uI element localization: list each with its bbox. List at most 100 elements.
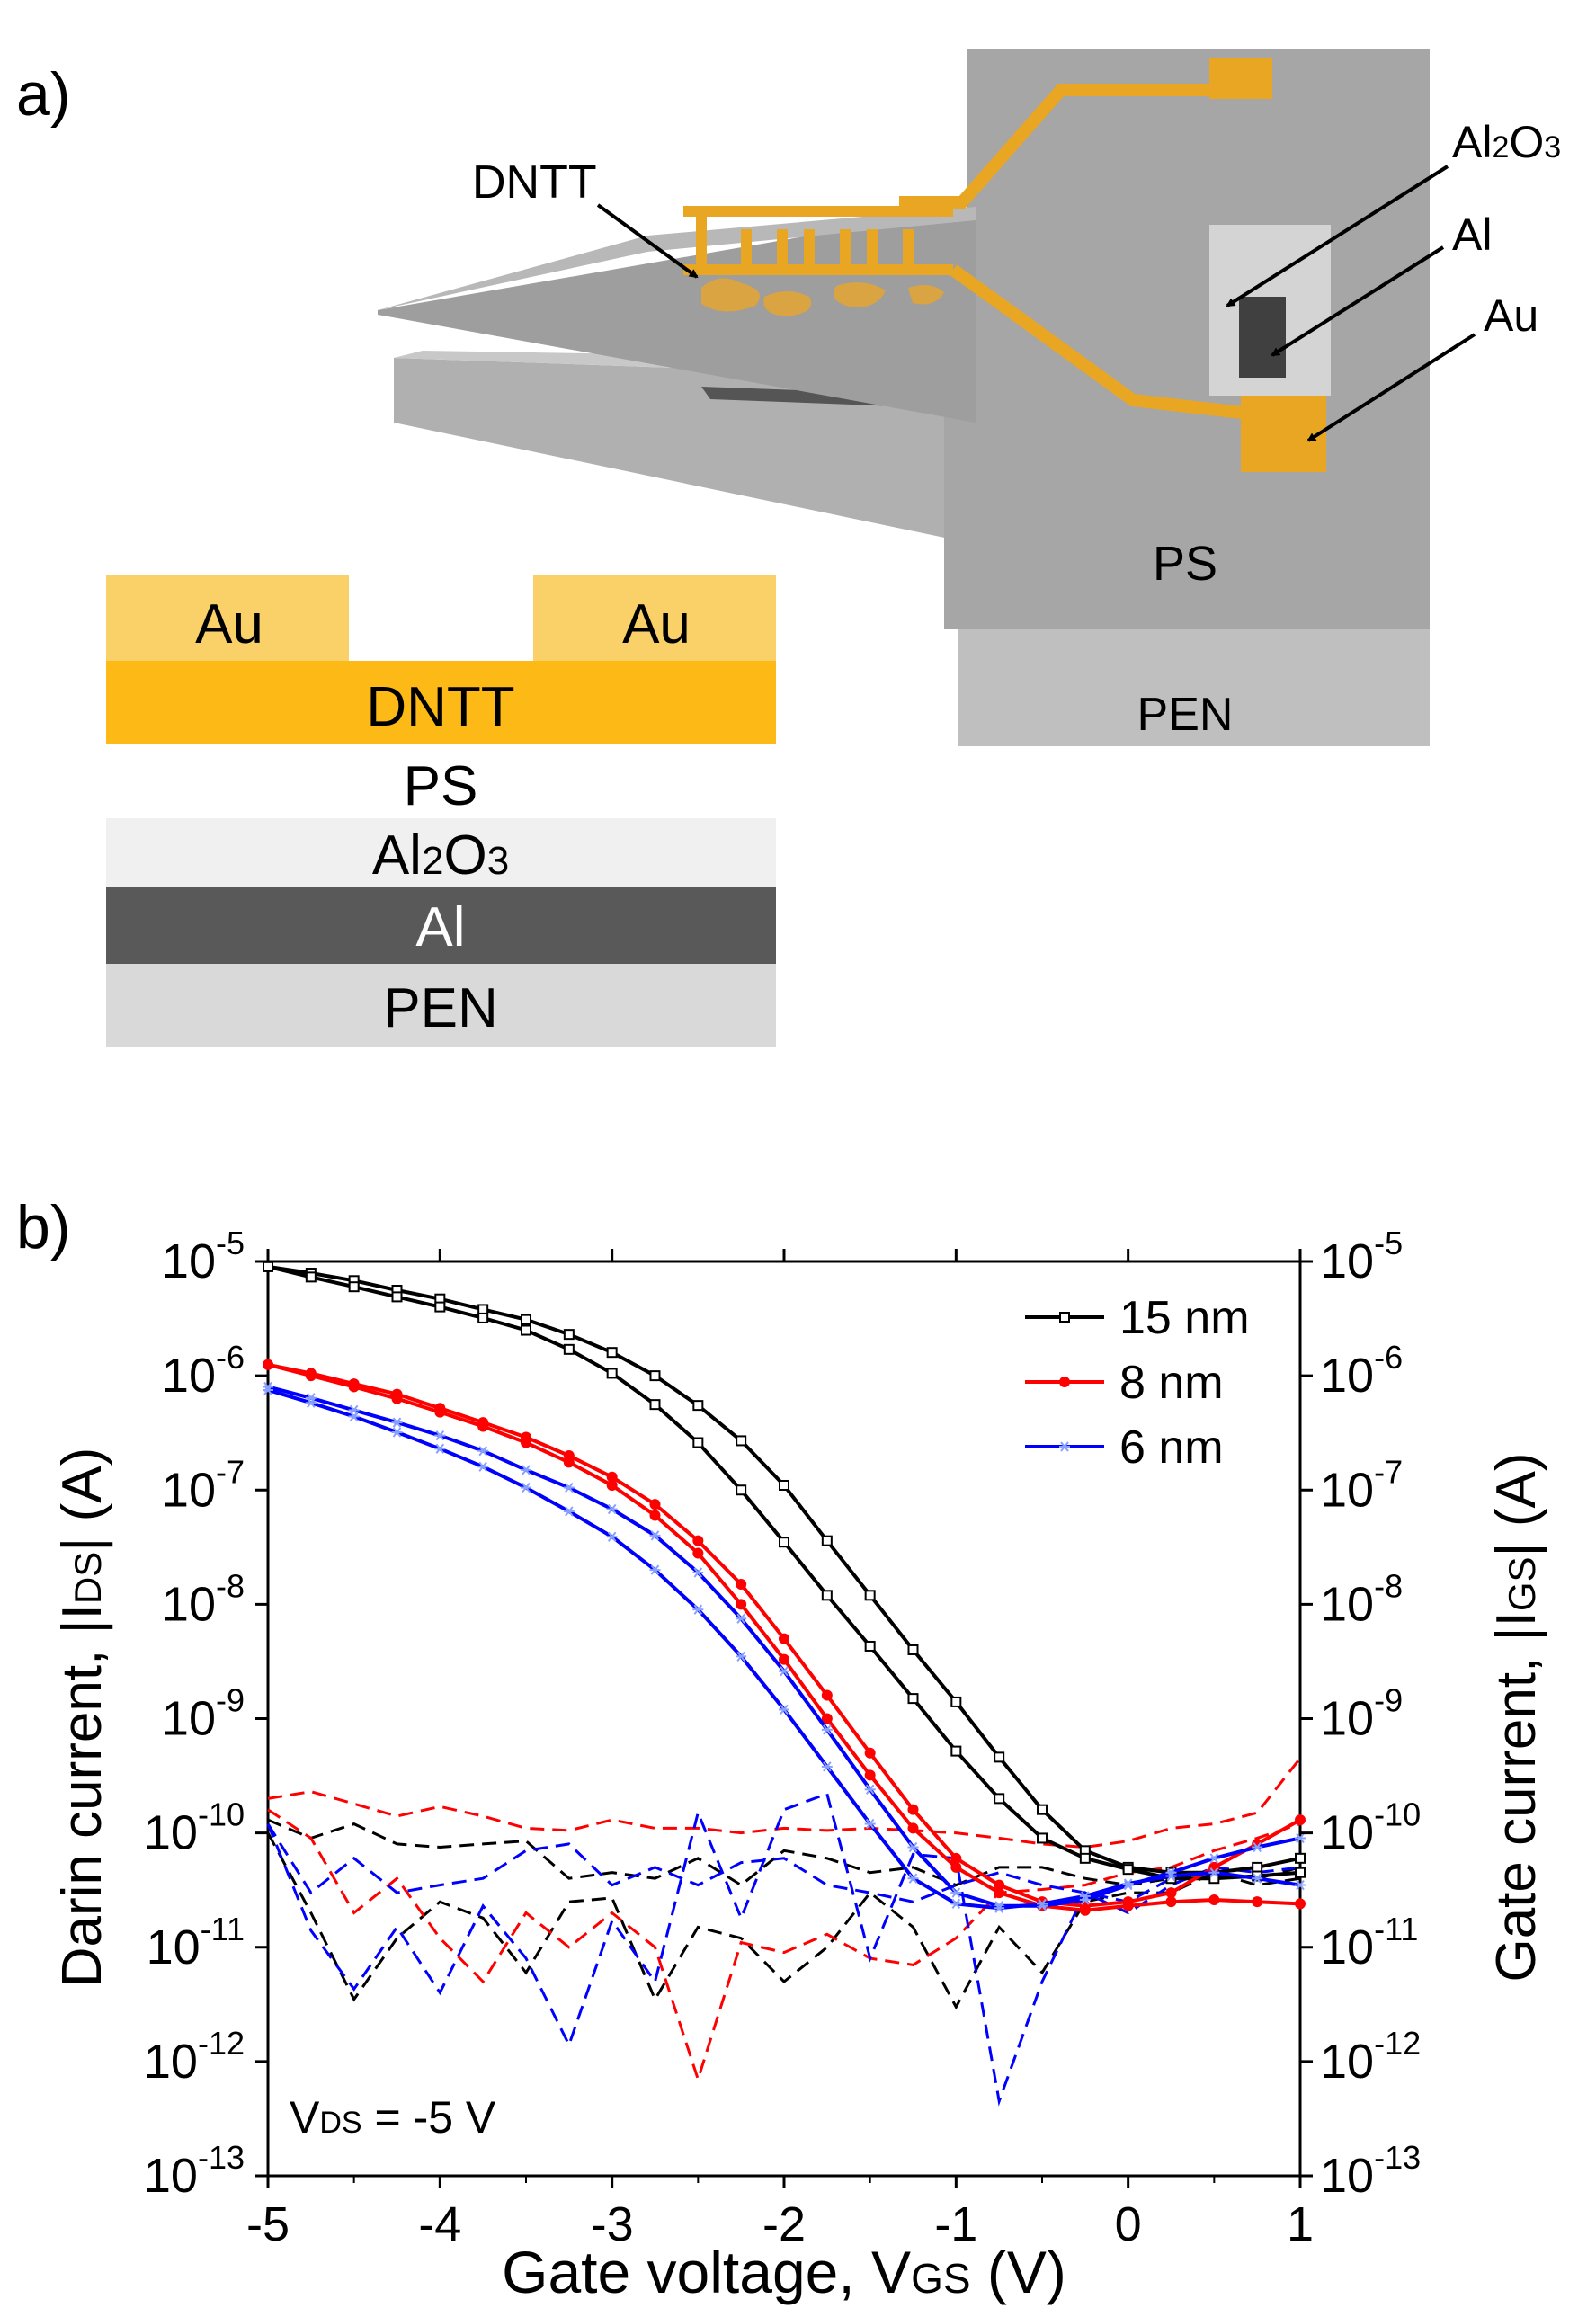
dntt-callout-label: DNTT <box>472 156 597 209</box>
data-point <box>736 1484 747 1496</box>
data-point <box>563 1343 575 1355</box>
y-right-tick-label: 10-5 <box>1320 1225 1403 1288</box>
data-point <box>263 1261 273 1272</box>
data-point <box>1252 1896 1263 1908</box>
data-point <box>305 1370 317 1382</box>
data-point <box>950 1898 962 1910</box>
y-right-tick-label: 10-13 <box>1320 2139 1421 2203</box>
panel-b-label: b) <box>16 1193 70 1261</box>
data-point <box>907 1822 919 1834</box>
data-point <box>1208 1853 1220 1864</box>
y-right-tick-label: 10-9 <box>1320 1682 1403 1746</box>
data-point <box>263 1385 273 1395</box>
data-point <box>692 1567 704 1578</box>
data-point <box>606 1479 618 1491</box>
chart-legend: 15 nm 8 nm 6 nm <box>1025 1292 1250 1474</box>
data-point <box>606 1531 618 1542</box>
panel-a: a) PEN <box>16 49 1561 1047</box>
data-point <box>907 1841 919 1853</box>
y-left-tick-label: 10-5 <box>162 1225 245 1288</box>
data-point <box>821 1689 833 1701</box>
data-point <box>950 1696 962 1707</box>
data-point <box>521 1324 531 1336</box>
data-point <box>1295 1879 1306 1891</box>
dntt-islands <box>701 278 944 316</box>
y-left-tick-label: 10-8 <box>162 1567 245 1631</box>
x-axis-title: Gate voltage, VGS (V) <box>502 2239 1066 2305</box>
data-point <box>864 1747 876 1759</box>
au-right-label: Au <box>622 593 691 655</box>
data-point <box>477 1461 489 1472</box>
data-point <box>521 1482 531 1493</box>
data-point <box>1122 1864 1134 1876</box>
x-tick-label: -3 <box>591 2197 634 2251</box>
al2o3-layer <box>106 818 776 887</box>
data-point <box>391 1417 403 1428</box>
x-tick-label: -5 <box>246 2197 290 2251</box>
data-point <box>1122 1878 1134 1889</box>
data-point <box>348 1411 360 1422</box>
data-point <box>821 1724 833 1735</box>
data-point <box>434 1406 446 1418</box>
data-point <box>779 1704 789 1715</box>
data-point <box>950 1861 962 1873</box>
data-point <box>907 1804 919 1815</box>
data-point <box>1252 1873 1263 1884</box>
data-point <box>1037 1804 1048 1815</box>
y-right-axis-title: Gate current, |IGS| (A) <box>1485 1452 1547 1982</box>
data-point <box>1165 1887 1177 1899</box>
data-point <box>864 1590 876 1601</box>
data-point <box>1079 1891 1091 1902</box>
data-point <box>950 1745 962 1757</box>
y-left-tick-label: 10-7 <box>162 1453 245 1517</box>
data-point <box>649 1370 661 1382</box>
drain-current-curves <box>263 1261 1306 1916</box>
al2o3-layer-label: Al2O3 <box>372 824 509 887</box>
data-point <box>1295 1867 1306 1878</box>
data-point <box>649 1530 661 1541</box>
al-block <box>1239 297 1286 378</box>
data-point <box>1295 1814 1306 1826</box>
gate-current-line <box>266 1792 1301 2107</box>
data-point <box>563 1482 575 1493</box>
data-point <box>606 1347 618 1359</box>
au-callout-label: Au <box>1484 290 1538 341</box>
data-point <box>736 1435 747 1447</box>
y-left-tick-label: 10-6 <box>162 1339 245 1403</box>
y-left-tick-label: 10-11 <box>147 1911 245 1974</box>
legend-label: 15 nm <box>1119 1292 1250 1344</box>
data-point <box>606 1471 618 1483</box>
ps-layer-label: PS <box>404 755 478 817</box>
data-point <box>692 1547 704 1559</box>
bottom-trace <box>949 264 1251 420</box>
data-point <box>649 1499 661 1510</box>
upper-wedge <box>378 207 976 423</box>
y-left-tick-label: 10-12 <box>144 2025 245 2089</box>
data-point <box>348 1404 360 1416</box>
data-point <box>779 1666 789 1677</box>
data-point <box>692 1604 704 1615</box>
gate-strip <box>701 387 899 406</box>
data-point <box>907 1693 919 1705</box>
x-tick-label: -1 <box>934 2197 977 2251</box>
ps-body <box>944 49 1430 629</box>
data-point <box>950 1887 962 1898</box>
y-left-tick-label: 10-9 <box>162 1682 245 1746</box>
upper-wedge-top <box>378 207 976 310</box>
data-point <box>434 1430 446 1441</box>
al-layer <box>106 887 776 964</box>
data-point <box>1059 1441 1070 1452</box>
data-point <box>606 1368 618 1379</box>
data-point <box>864 1784 876 1795</box>
legend-label: 8 nm <box>1119 1357 1224 1409</box>
data-point <box>263 1359 273 1370</box>
data-point <box>649 1399 661 1411</box>
data-point <box>391 1393 403 1404</box>
top-pad <box>1209 58 1272 99</box>
gate-current-line <box>266 1831 1301 2010</box>
pen-layer-label: PEN <box>383 977 497 1039</box>
data-point <box>736 1651 747 1662</box>
data-point <box>521 1437 531 1448</box>
data-point <box>994 1879 1005 1891</box>
